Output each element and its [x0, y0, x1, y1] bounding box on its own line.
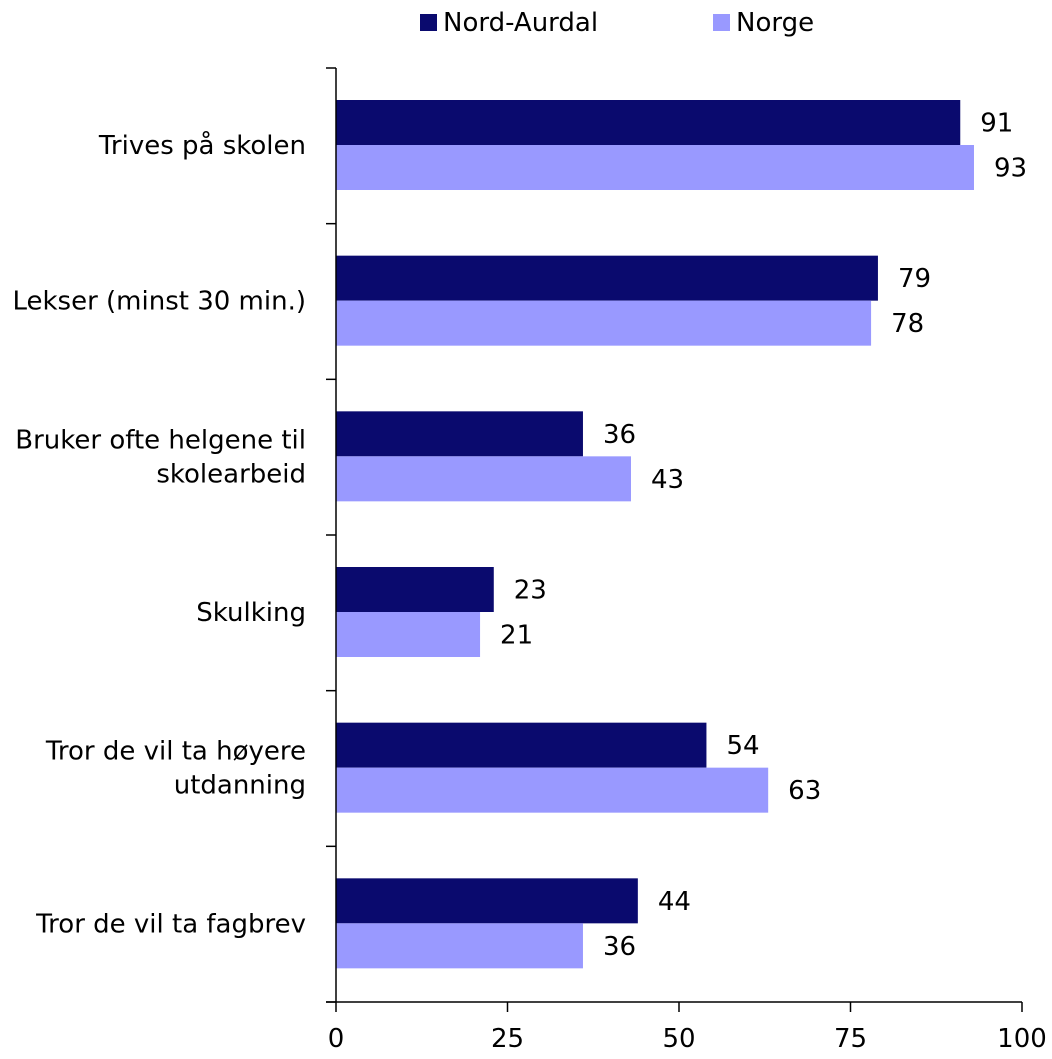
x-tick-label: 75	[834, 1024, 867, 1054]
bar-nord-aurdal-2	[336, 411, 583, 457]
value-label: 43	[651, 465, 684, 495]
value-label: 93	[994, 154, 1027, 184]
bar-nord-aurdal-3	[336, 567, 494, 612]
value-label: 36	[603, 932, 636, 962]
x-tick-label: 50	[662, 1024, 695, 1054]
bar-norge-4	[336, 767, 769, 813]
value-label: 79	[898, 264, 931, 294]
category-label: Tror de vil ta fagbrev	[35, 909, 306, 939]
legend-swatch	[713, 14, 730, 31]
legend-label: Norge	[736, 8, 814, 38]
category-label: Lekser (minst 30 min.)	[12, 287, 306, 317]
bar-norge-3	[336, 612, 481, 657]
value-label: 91	[980, 109, 1013, 139]
bar-norge-0	[336, 145, 974, 190]
bar-norge-5	[336, 923, 583, 969]
category-label: Tror de vil ta høyere utdanning	[45, 737, 306, 801]
category-label: Skulking	[196, 598, 306, 628]
value-label: 54	[726, 731, 759, 761]
legend-swatch	[420, 14, 437, 31]
x-tick-label: 25	[491, 1024, 524, 1054]
value-label: 44	[658, 887, 691, 917]
value-label: 63	[788, 776, 821, 806]
bar-nord-aurdal-1	[336, 255, 878, 301]
bar-nord-aurdal-0	[336, 100, 961, 145]
value-label: 21	[500, 621, 533, 651]
category-label: Bruker ofte helgene til skolearbeid	[15, 425, 306, 489]
x-tick-label: 0	[328, 1024, 345, 1054]
value-label: 23	[514, 576, 547, 606]
bar-nord-aurdal-5	[336, 878, 638, 924]
bar-nord-aurdal-4	[336, 722, 707, 768]
category-label: Trives på skolen	[98, 130, 306, 161]
legend-label: Nord-Aurdal	[443, 8, 598, 38]
bar-norge-1	[336, 300, 872, 346]
value-label: 36	[603, 420, 636, 450]
value-label: 78	[891, 309, 924, 339]
bar-norge-2	[336, 456, 631, 502]
x-tick-label: 100	[997, 1024, 1047, 1054]
